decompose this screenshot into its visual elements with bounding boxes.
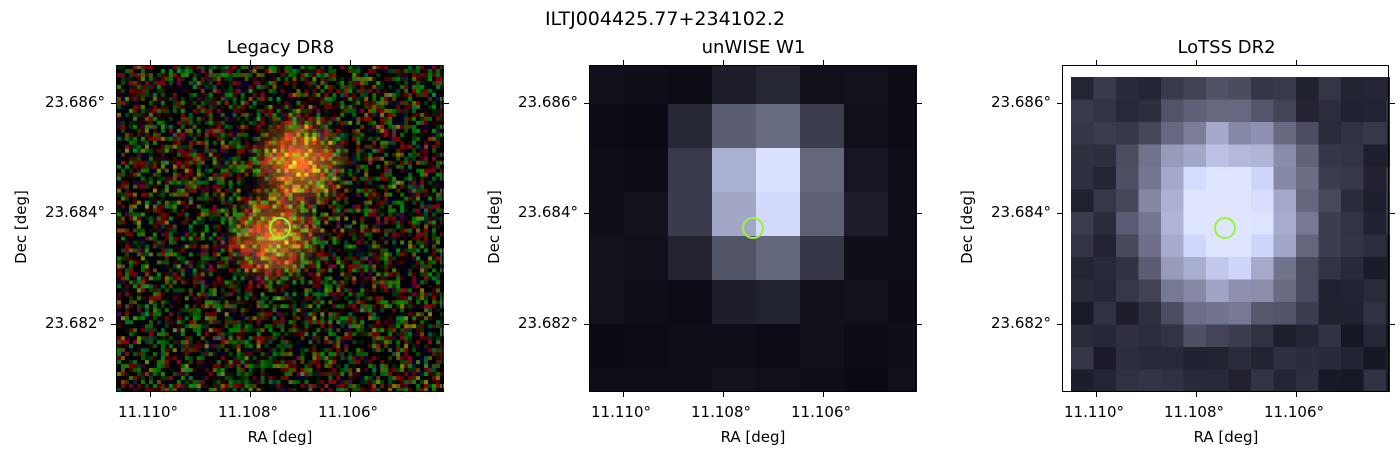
tick-mark (150, 392, 151, 397)
ytick-label: 23.686° (45, 93, 105, 111)
tick-mark (1196, 392, 1197, 397)
ytick-label: 23.684° (518, 203, 578, 221)
legacy-image (117, 65, 444, 392)
tick-mark (723, 60, 724, 65)
y-axis-label: Dec [deg] (958, 190, 976, 264)
tick-mark (1296, 392, 1297, 397)
marker-layer (1214, 217, 1236, 239)
x-axis-label: RA [deg] (720, 428, 786, 446)
x-axis-label: RA [deg] (247, 428, 313, 446)
ytick-label: 23.686° (991, 93, 1051, 111)
tick-mark (1296, 60, 1297, 65)
xtick-label: 11.108° (691, 403, 751, 421)
tick-mark (584, 103, 589, 104)
y-axis-label: Dec [deg] (485, 190, 503, 264)
source-marker-icon (742, 217, 764, 239)
tick-mark (111, 103, 116, 104)
panel-title: unWISE W1 (701, 37, 806, 58)
xtick-label: 11.110° (591, 403, 651, 421)
tick-mark (350, 392, 351, 397)
tick-mark (350, 60, 351, 65)
tick-mark (823, 392, 824, 397)
tick-mark (444, 324, 449, 325)
xtick-label: 11.106° (1264, 403, 1324, 421)
tick-mark (723, 392, 724, 397)
panel-title: LoTSS DR2 (1177, 37, 1276, 58)
ytick-label: 23.684° (991, 203, 1051, 221)
tick-mark (250, 60, 251, 65)
legacy-cutout (117, 65, 444, 392)
ytick-label: 23.684° (45, 203, 105, 221)
ytick-label: 23.682° (45, 314, 105, 332)
unwise-image (590, 65, 917, 392)
marker-layer (269, 217, 291, 239)
tick-mark (1390, 213, 1395, 214)
tick-mark (823, 60, 824, 65)
xtick-label: 11.106° (791, 403, 851, 421)
tick-mark (623, 392, 624, 397)
source-marker-icon (269, 217, 291, 239)
figure-title: ILTJ004425.77+234102.2 (544, 8, 786, 30)
tick-mark (584, 324, 589, 325)
marker-layer (742, 217, 764, 239)
tick-mark (1196, 60, 1197, 65)
xtick-label: 11.106° (318, 403, 378, 421)
tick-mark (150, 60, 151, 65)
x-axis-label: RA [deg] (1193, 428, 1259, 446)
tick-mark (584, 213, 589, 214)
tick-mark (1057, 213, 1062, 214)
tick-mark (444, 103, 449, 104)
lotss-image (1063, 65, 1390, 392)
xtick-label: 11.110° (1064, 403, 1124, 421)
tick-mark (1096, 60, 1097, 65)
tick-mark (1057, 324, 1062, 325)
tick-mark (250, 392, 251, 397)
ytick-label: 23.682° (991, 314, 1051, 332)
tick-mark (917, 324, 922, 325)
panel-title: Legacy DR8 (226, 37, 335, 58)
xtick-label: 11.110° (118, 403, 178, 421)
tick-mark (1096, 392, 1097, 397)
xtick-label: 11.108° (218, 403, 278, 421)
lotss-cutout (1063, 65, 1390, 392)
tick-mark (623, 60, 624, 65)
tick-mark (111, 213, 116, 214)
unwise-cutout (590, 65, 917, 392)
tick-mark (111, 324, 116, 325)
ytick-label: 23.686° (518, 93, 578, 111)
tick-mark (1390, 103, 1395, 104)
ytick-label: 23.682° (518, 314, 578, 332)
xtick-label: 11.108° (1164, 403, 1224, 421)
tick-mark (917, 103, 922, 104)
y-axis-label: Dec [deg] (12, 190, 30, 264)
tick-mark (1390, 324, 1395, 325)
tick-mark (444, 213, 449, 214)
tick-mark (917, 213, 922, 214)
source-marker-icon (1214, 217, 1236, 239)
tick-mark (1057, 103, 1062, 104)
